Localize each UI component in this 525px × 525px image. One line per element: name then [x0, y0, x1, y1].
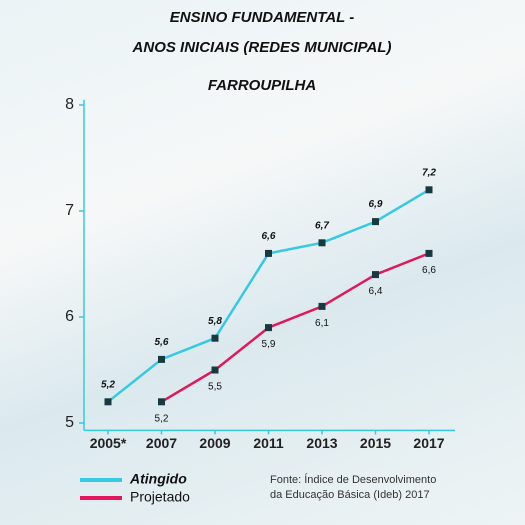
x-tick-label: 2009	[199, 435, 230, 451]
data-label: 6,1	[315, 318, 329, 329]
point	[265, 324, 272, 332]
point	[425, 249, 433, 257]
data-label: 5,2	[155, 413, 169, 424]
data-label: 6,7	[315, 220, 329, 231]
point	[158, 355, 165, 363]
x-tick-label: 2015	[360, 435, 391, 451]
x-tick-label: 2017	[413, 435, 444, 451]
data-label: 5,6	[155, 337, 169, 348]
data-label: 7,2	[422, 167, 436, 178]
y-tick-label: 7	[65, 202, 74, 219]
chart-subtitle: FARROUPILHA	[208, 77, 316, 94]
y-tick-label: 5	[65, 414, 74, 431]
point	[211, 334, 219, 342]
y-tick-label: 8	[65, 96, 74, 113]
data-label: 6,6	[422, 265, 436, 276]
x-tick-label: 2007	[146, 435, 177, 451]
data-label: 6,6	[262, 231, 276, 242]
data-label: 6,9	[369, 199, 383, 210]
point	[211, 366, 219, 374]
data-label: 5,2	[101, 379, 115, 390]
source: Fonte: Índice de Desenvolvimento	[270, 473, 436, 486]
point	[104, 398, 112, 406]
chart-title: ENSINO FUNDAMENTAL -	[170, 9, 354, 26]
point	[265, 249, 272, 257]
point	[425, 186, 433, 194]
legend-label: Projetado	[130, 489, 190, 505]
point	[372, 271, 379, 279]
point	[372, 218, 379, 226]
point	[318, 302, 326, 310]
data-label: 6,4	[369, 286, 383, 297]
data-label: 5,9	[262, 339, 276, 350]
x-tick-label: 2013	[306, 435, 337, 451]
x-tick-label: 2005*	[90, 435, 127, 451]
legend-label: Atingido	[129, 471, 187, 487]
chart-title: ANOS INICIAIS (REDES MUNICIPAL)	[132, 39, 392, 56]
point	[158, 398, 165, 406]
data-label: 5,8	[208, 316, 222, 327]
series-line	[160, 252, 430, 403]
data-label: 5,5	[208, 382, 222, 393]
point	[318, 239, 326, 247]
source: da Educação Básica (Ideb) 2017	[270, 489, 430, 501]
x-tick-label: 2011	[253, 435, 284, 451]
y-tick-label: 6	[65, 308, 74, 325]
